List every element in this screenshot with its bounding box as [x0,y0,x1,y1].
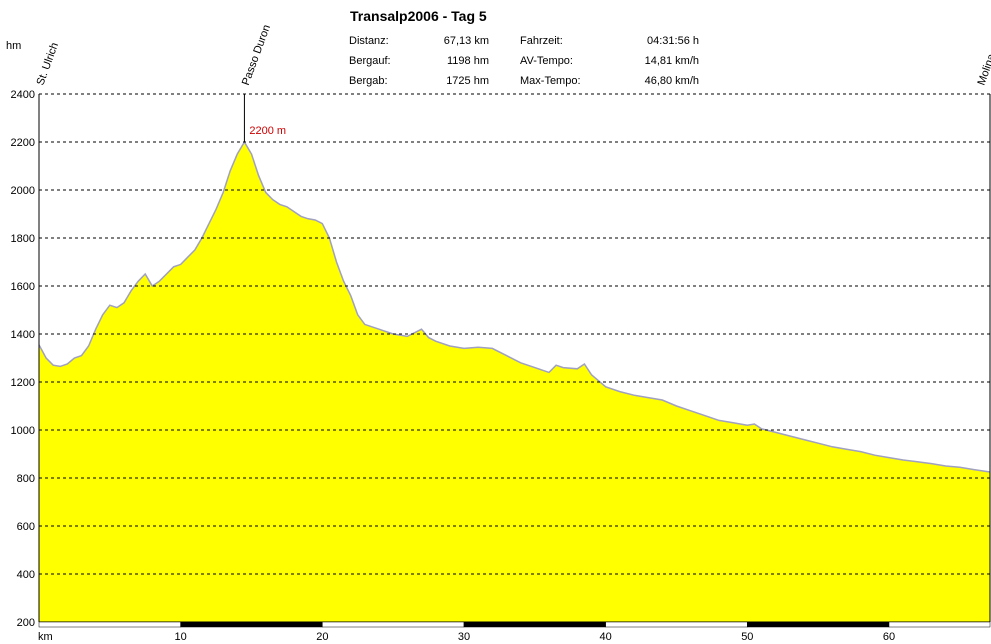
x-scale-band-40 [605,621,748,628]
stat-descent-value: 1725 hm [446,75,489,87]
waypoint-label-0: St. Ulrich [35,41,62,87]
waypoint-label-2: Molina [976,52,991,87]
stat-maxspeed-label: Max-Tempo: [520,75,581,87]
y-tick-label-800: 800 [17,473,35,485]
y-tick-label-2000: 2000 [11,185,35,197]
y-tick-label-1000: 1000 [11,425,35,437]
x-axis-unit-label: km [38,631,53,643]
waypoint-label-1: Passo Duron [240,23,273,87]
x-scale-band-30 [463,621,606,628]
stat-ascent-value: 1198 hm [447,55,489,67]
y-tick-label-1200: 1200 [11,377,35,389]
y-tick-label-1400: 1400 [11,329,35,341]
stat-descent-label: Bergab: [349,75,388,87]
y-tick-label-600: 600 [17,521,35,533]
chart-title: Transalp2006 - Tag 5 [350,8,487,24]
y-axis-unit-label: hm [6,40,21,52]
x-tick-label-60: 60 [883,631,895,643]
x-scale-band-50 [747,621,890,628]
stat-ridetime-value: 04:31:56 h [647,35,699,47]
stat-distance-label: Distanz: [349,35,389,47]
stat-avgspeed-label: AV-Tempo: [520,55,573,67]
y-tick-label-2400: 2400 [11,89,35,101]
x-tick-label-40: 40 [600,631,612,643]
y-tick-label-2200: 2200 [11,137,35,149]
y-tick-label-200: 200 [17,617,35,629]
y-tick-label-1600: 1600 [11,281,35,293]
x-tick-label-30: 30 [458,631,470,643]
stat-maxspeed-value: 46,80 km/h [645,75,699,87]
x-scale-band-10 [180,621,323,628]
y-tick-label-1800: 1800 [11,233,35,245]
stat-distance-value: 67,13 km [444,35,489,47]
x-scale-band-60 [888,621,991,628]
y-tick-label-400: 400 [17,569,35,581]
x-tick-label-20: 20 [316,631,328,643]
stat-ascent-label: Bergauf: [349,55,391,67]
plot-area: 200 400 600 800 1000 1200 1400 1600 1800 2000 2200… [11,23,991,643]
stat-avgspeed-value: 14,81 km/h [645,55,699,67]
peak-elevation-label: 2200 m [249,125,286,137]
x-tick-label-50: 50 [741,631,753,643]
x-scale-band-0 [38,621,181,628]
stat-ridetime-label: Fahrzeit: [520,35,563,47]
x-scale-band-20 [322,621,465,628]
x-tick-label-10: 10 [175,631,187,643]
